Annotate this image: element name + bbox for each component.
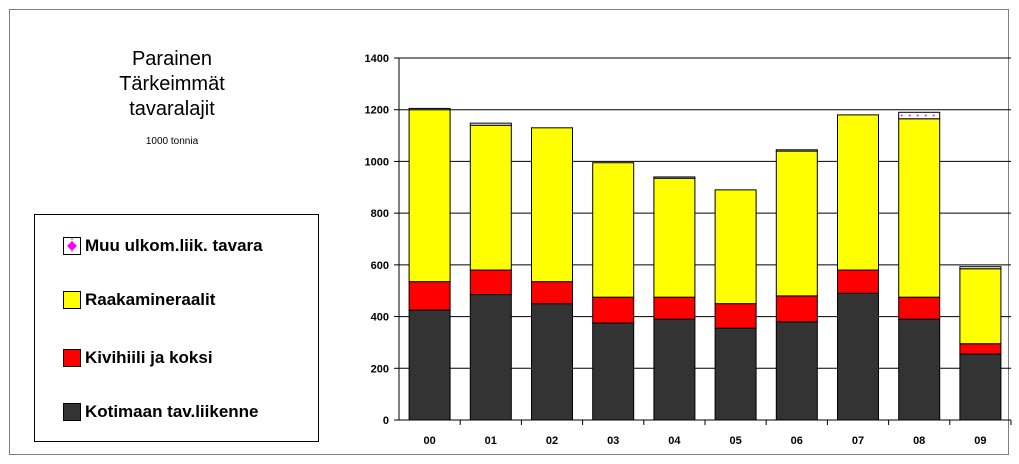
bar-segment xyxy=(714,303,757,329)
chart-title-block: Parainen Tärkeimmät tavaralajit 1000 ton… xyxy=(92,47,252,147)
bar-segment xyxy=(469,294,512,421)
bar-segment xyxy=(959,266,1002,270)
bar-segment xyxy=(898,111,941,120)
legend-swatch-kotimaan xyxy=(63,403,81,421)
legend-swatch-muu xyxy=(63,237,81,255)
bar-segment xyxy=(959,353,1002,421)
title-line-2: Tärkeimmät xyxy=(119,73,225,95)
bar-segment xyxy=(653,318,696,421)
bar-segment xyxy=(408,281,451,311)
x-tick-label: 08 xyxy=(913,435,925,447)
legend-item-muu: Muu ulkom.liik. tavara xyxy=(63,233,263,259)
bar-segment xyxy=(836,292,880,421)
x-tick-label: 05 xyxy=(729,435,741,447)
legend-label-muu: Muu ulkom.liik. tavara xyxy=(85,236,263,255)
title-line-1: Parainen xyxy=(131,48,213,70)
bar-segment xyxy=(714,327,757,421)
bar-segment xyxy=(959,343,1002,355)
x-tick-label: 06 xyxy=(791,435,803,447)
bar-segment xyxy=(653,176,696,179)
y-tick-label: 600 xyxy=(371,260,389,272)
legend: Muu ulkom.liik. tavara Raakamineraalit K… xyxy=(34,214,319,442)
bar-segment xyxy=(836,114,880,271)
bar-segment xyxy=(530,127,574,283)
legend-swatch-raakamineraalit xyxy=(63,291,81,309)
bar-segment xyxy=(714,189,757,305)
bar-segment xyxy=(530,281,574,305)
legend-item-kotimaan: Kotimaan tav.liikenne xyxy=(63,399,259,425)
bar-segment xyxy=(469,124,512,271)
bar-segment xyxy=(898,118,941,298)
legend-swatch-kivihiili xyxy=(63,349,81,367)
bar-segment xyxy=(469,122,512,126)
y-tick-label: 0 xyxy=(383,415,389,427)
bar-segment xyxy=(653,177,696,298)
title-line-3: tavaralajit xyxy=(129,98,215,120)
bar-segment xyxy=(898,318,941,421)
x-tick-label: 00 xyxy=(423,435,435,447)
x-tick-label: 02 xyxy=(546,435,558,447)
y-tick-label: 200 xyxy=(371,363,389,375)
y-tick-label: 1000 xyxy=(365,156,389,168)
unit-label: 1000 tonnia xyxy=(145,136,199,147)
y-tick-label: 800 xyxy=(371,208,389,220)
y-tick-label: 1200 xyxy=(365,105,389,117)
x-tick-label: 01 xyxy=(485,435,497,447)
legend-item-kivihiili: Kivihiili ja koksi xyxy=(63,345,213,371)
bar-segment xyxy=(592,296,635,324)
bar-segment xyxy=(775,149,818,152)
legend-label-kotimaan: Kotimaan tav.liikenne xyxy=(85,402,259,421)
x-tick-label: 03 xyxy=(607,435,619,447)
legend-label-kivihiili: Kivihiili ja koksi xyxy=(85,348,213,367)
bar-segment xyxy=(959,268,1002,345)
bar-segment xyxy=(408,109,451,283)
x-tick-label: 04 xyxy=(668,435,681,447)
bar-segment xyxy=(775,295,818,323)
x-tick-label: 09 xyxy=(974,435,986,447)
y-tick-label: 400 xyxy=(371,312,389,324)
bar-segment xyxy=(775,150,818,297)
legend-item-raakamineraalit: Raakamineraalit xyxy=(63,287,215,313)
bar-segment xyxy=(592,322,635,421)
y-tick-label: 1400 xyxy=(365,53,389,65)
bar-segment xyxy=(836,269,880,294)
chart-frame xyxy=(9,9,1009,455)
bar-segment xyxy=(898,296,941,320)
bar-segment xyxy=(408,309,451,421)
bar-segment xyxy=(653,296,696,320)
bar-segment xyxy=(592,162,635,298)
x-tick-label: 07 xyxy=(852,435,864,447)
bar-segment xyxy=(530,303,574,421)
bar-segment xyxy=(408,107,451,111)
legend-label-raakamineraalit: Raakamineraalit xyxy=(85,290,216,309)
bar-segment xyxy=(775,321,818,421)
bar-segment xyxy=(469,269,512,296)
